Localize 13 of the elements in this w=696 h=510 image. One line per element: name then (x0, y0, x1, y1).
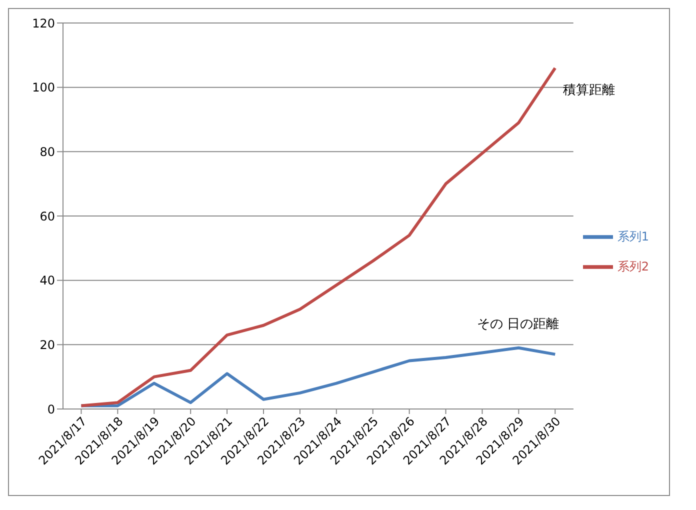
legend-label: 系列2 (617, 259, 649, 274)
line-series (80, 346, 557, 408)
y-tick-label: 60 (40, 209, 55, 224)
y-tick-label: 40 (40, 274, 55, 288)
annotation: その 日の距離 (477, 316, 560, 333)
y-tick-label: 20 (40, 338, 55, 352)
y-tick-label: 80 (40, 144, 55, 159)
y-tick-label: 100 (32, 80, 55, 95)
y-tick-label: 0 (47, 402, 55, 416)
annotation: 積算距離 (563, 82, 615, 99)
line-series (80, 66, 557, 408)
legend-label: 系列1 (617, 229, 649, 244)
y-tick-label: 120 (32, 16, 55, 30)
